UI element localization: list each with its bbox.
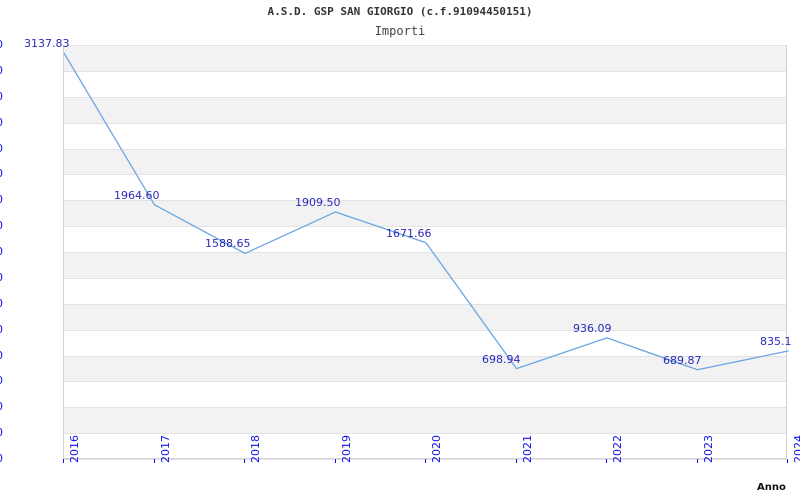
plot-area xyxy=(63,45,789,460)
gridline xyxy=(64,96,786,98)
x-tick-label: 2021 xyxy=(520,435,534,463)
y-tick-label: 800 xyxy=(0,349,3,362)
y-tick-label: 1400 xyxy=(0,271,3,284)
gridline xyxy=(64,70,786,72)
gridline xyxy=(64,122,786,124)
gridline xyxy=(64,277,786,279)
x-tick-label: 2017 xyxy=(158,435,172,463)
y-tick-label: 2000 xyxy=(0,193,3,206)
data-point-label: 1671.66 xyxy=(386,227,432,240)
gridline xyxy=(64,45,786,46)
y-tick-label: 3200 xyxy=(0,38,3,51)
plot-band xyxy=(64,407,786,434)
gridline xyxy=(64,200,786,202)
x-tick-label: 2016 xyxy=(68,435,81,463)
data-point-label: 835.1 xyxy=(760,335,792,348)
y-tick-label: 2600 xyxy=(0,116,3,129)
gridline xyxy=(64,329,786,331)
x-tick-mark xyxy=(244,459,245,463)
gridline xyxy=(64,381,786,383)
y-tick-label: 400 xyxy=(0,400,3,413)
gridline xyxy=(64,407,786,409)
data-point-label: 698.94 xyxy=(482,353,521,366)
y-tick-label: 2800 xyxy=(0,90,3,103)
x-tick-label: 2024 xyxy=(792,435,800,463)
x-tick-label: 2018 xyxy=(249,435,262,463)
data-point-label: 1909.50 xyxy=(295,196,341,209)
gridline xyxy=(64,226,786,228)
x-axis-label: Anno xyxy=(757,482,786,493)
chart-subtitle: Importi xyxy=(374,24,426,38)
data-point-label: 936.09 xyxy=(573,322,612,335)
y-tick-label: 1800 xyxy=(0,219,3,232)
x-tick-mark xyxy=(696,459,698,463)
y-tick-label: 1000 xyxy=(0,323,3,336)
x-tick-mark xyxy=(63,459,64,463)
gridline xyxy=(64,433,786,435)
plot-band xyxy=(64,200,786,227)
x-tick-label: 2023 xyxy=(701,435,715,463)
series-polyline xyxy=(63,52,789,371)
plot-band xyxy=(64,303,786,330)
data-point-label: 1964.60 xyxy=(114,189,160,202)
y-tick-label: 200 xyxy=(0,426,3,439)
gridline xyxy=(64,355,786,357)
gridline xyxy=(64,303,786,305)
gridline xyxy=(64,174,786,176)
x-tick-label: 2019 xyxy=(339,435,353,463)
x-tick-label: 2020 xyxy=(430,435,443,463)
data-point-label: 689.87 xyxy=(663,354,702,367)
y-tick-label: 2200 xyxy=(0,167,3,180)
chart-title: A.S.D. GSP SAN GIORGIO (c.f.91094450151) xyxy=(267,5,533,18)
x-tick-mark xyxy=(425,459,426,463)
x-tick-mark xyxy=(787,459,788,463)
y-tick-label: 0 xyxy=(0,452,3,465)
data-point-label: 1588.65 xyxy=(205,237,251,250)
y-tick-label: 600 xyxy=(0,374,3,387)
plot-band xyxy=(64,45,786,71)
x-tick-mark xyxy=(153,459,155,463)
y-tick-label: 1200 xyxy=(0,297,3,310)
x-tick-mark xyxy=(606,459,607,463)
y-tick-label: 1600 xyxy=(0,245,3,258)
gridline xyxy=(64,252,786,253)
x-tick-mark xyxy=(334,459,336,463)
series-line-chart xyxy=(63,52,789,371)
y-tick-label: 3000 xyxy=(0,64,3,77)
plot-band xyxy=(64,148,786,175)
plot-band xyxy=(64,355,786,382)
gridline xyxy=(64,148,786,150)
x-tick-label: 2022 xyxy=(611,435,624,463)
x-tick-mark xyxy=(515,459,517,463)
data-point-label: 3137.83 xyxy=(24,37,70,50)
plot-band xyxy=(64,96,786,123)
plot-band xyxy=(64,252,786,278)
y-tick-label: 2400 xyxy=(0,142,3,155)
